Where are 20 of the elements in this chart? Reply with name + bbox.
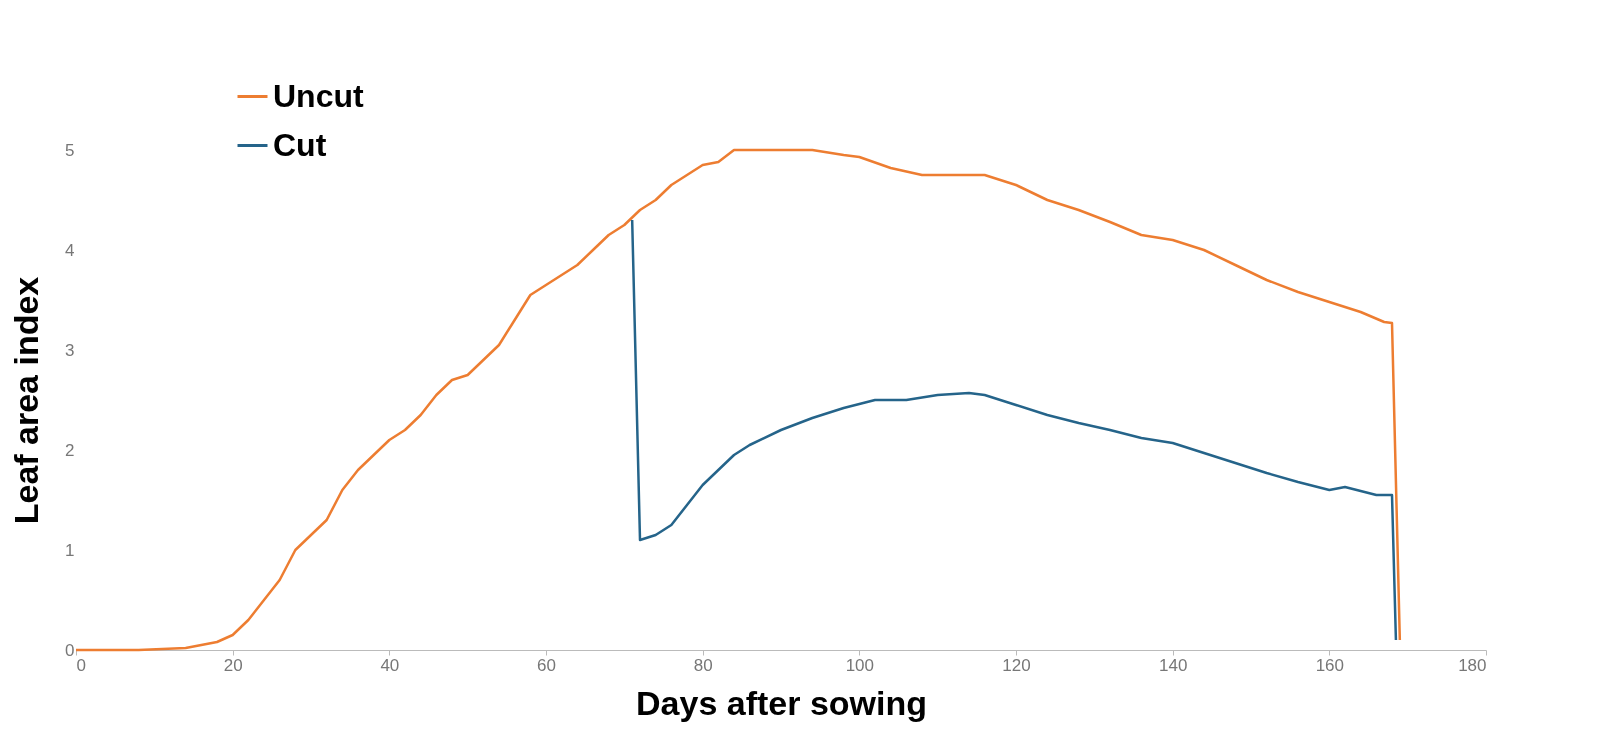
legend-label: Cut [273, 126, 327, 163]
legend-label: Uncut [273, 77, 364, 114]
x-tick-label: 60 [537, 655, 556, 675]
y-tick-label: 1 [65, 540, 75, 560]
x-tick-label: 140 [1158, 655, 1188, 675]
x-tick-label: 100 [845, 655, 875, 675]
x-tick-label: 180 [1458, 655, 1487, 675]
y-tick-label: 3 [65, 340, 75, 360]
x-tick-label: 20 [223, 655, 243, 675]
y-tick-label: 2 [65, 440, 75, 460]
line-series [630, 218, 1398, 642]
x-tick-label: 80 [693, 655, 713, 675]
x-tick-label: 120 [1002, 655, 1031, 675]
y-tick-label: 0 [65, 640, 75, 660]
y-axis-title: Leaf area index [7, 276, 46, 525]
x-axis-title: Days after sowing [636, 683, 927, 722]
y-tick-label: 5 [65, 140, 75, 160]
y-tick-label: 4 [65, 240, 75, 260]
x-tick-label: 40 [380, 655, 400, 675]
x-tick-label: 160 [1315, 655, 1345, 675]
